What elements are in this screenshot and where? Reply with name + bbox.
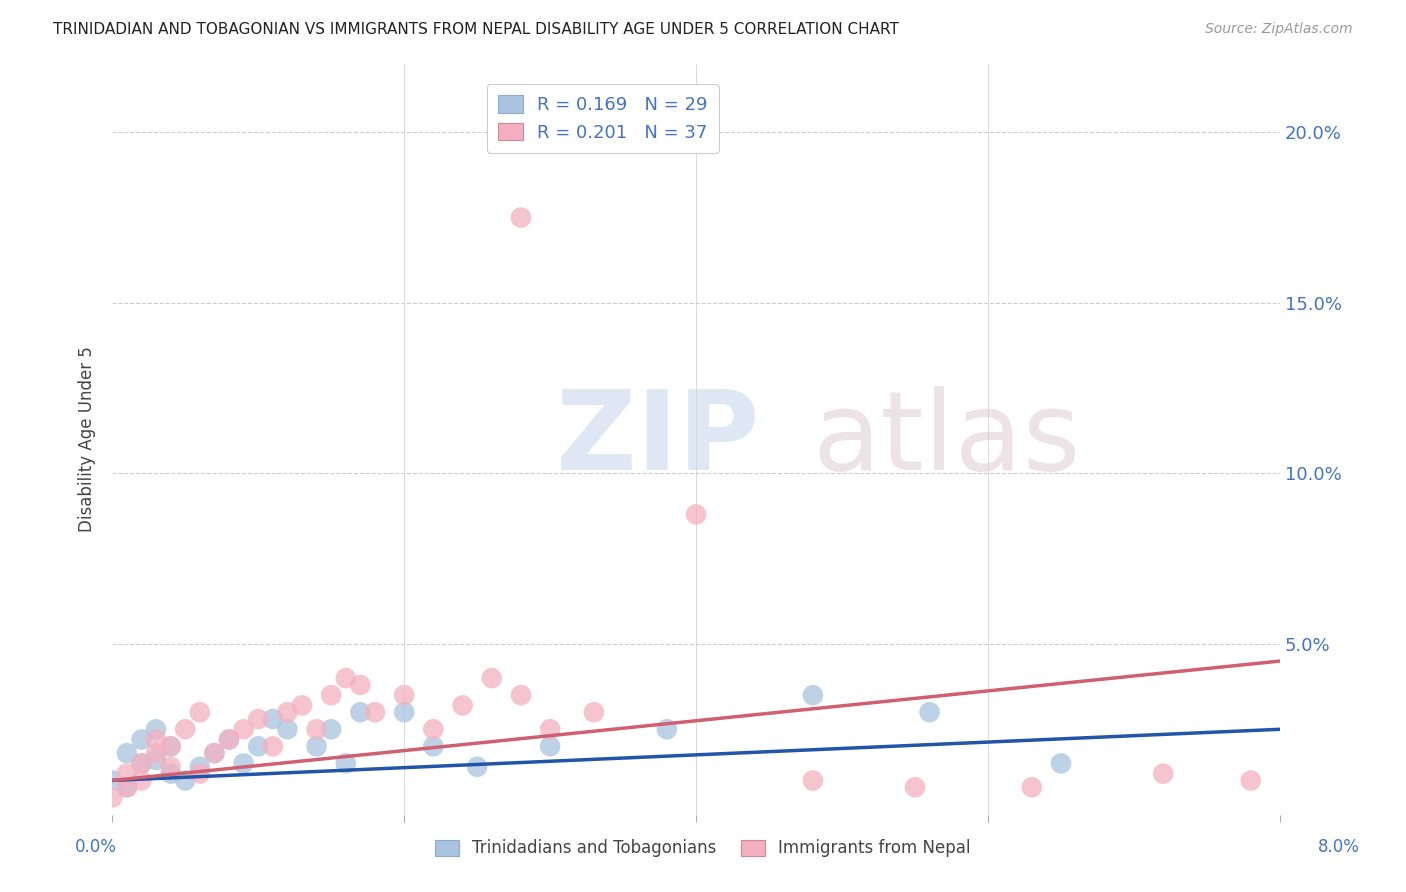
Point	[364, 705, 387, 719]
Point	[262, 739, 284, 754]
Point	[145, 732, 167, 747]
Point	[465, 760, 488, 774]
Point	[655, 723, 678, 737]
Point	[101, 773, 124, 788]
Point	[115, 766, 138, 780]
Point	[218, 732, 240, 747]
Point	[422, 723, 444, 737]
Point	[321, 723, 343, 737]
Point	[232, 756, 254, 771]
Text: atlas: atlas	[813, 386, 1081, 492]
Text: 0.0%: 0.0%	[75, 838, 117, 855]
Text: TRINIDADIAN AND TOBAGONIAN VS IMMIGRANTS FROM NEPAL DISABILITY AGE UNDER 5 CORRE: TRINIDADIAN AND TOBAGONIAN VS IMMIGRANTS…	[53, 22, 900, 37]
Point	[1021, 780, 1043, 795]
Point	[305, 739, 328, 754]
Point	[159, 739, 181, 754]
Point	[392, 688, 415, 702]
Point	[262, 712, 284, 726]
Point	[218, 732, 240, 747]
Text: Source: ZipAtlas.com: Source: ZipAtlas.com	[1205, 22, 1353, 37]
Point	[131, 756, 153, 771]
Point	[291, 698, 314, 713]
Point	[685, 508, 707, 522]
Point	[159, 739, 181, 754]
Legend: Trinidadians and Tobagonians, Immigrants from Nepal: Trinidadians and Tobagonians, Immigrants…	[429, 833, 977, 864]
Point	[276, 705, 298, 719]
Point	[422, 739, 444, 754]
Point	[335, 756, 357, 771]
Point	[335, 671, 357, 685]
Point	[510, 211, 533, 225]
Point	[115, 746, 138, 760]
Point	[188, 705, 211, 719]
Point	[538, 739, 561, 754]
Point	[582, 705, 605, 719]
Point	[1050, 756, 1073, 771]
Point	[232, 723, 254, 737]
Point	[247, 712, 270, 726]
Point	[349, 678, 371, 692]
Point	[202, 746, 225, 760]
Point	[801, 688, 824, 702]
Point	[392, 705, 415, 719]
Point	[188, 766, 211, 780]
Point	[904, 780, 927, 795]
Point	[510, 688, 533, 702]
Point	[115, 780, 138, 795]
Point	[321, 688, 343, 702]
Point	[918, 705, 941, 719]
Point	[131, 756, 153, 771]
Point	[202, 746, 225, 760]
Point	[451, 698, 474, 713]
Point	[481, 671, 503, 685]
Point	[145, 723, 167, 737]
Point	[145, 753, 167, 767]
Y-axis label: Disability Age Under 5: Disability Age Under 5	[79, 346, 96, 533]
Point	[1152, 766, 1174, 780]
Point	[247, 739, 270, 754]
Point	[145, 746, 167, 760]
Point	[174, 723, 197, 737]
Point	[349, 705, 371, 719]
Point	[101, 790, 124, 805]
Point	[1240, 773, 1263, 788]
Point	[159, 760, 181, 774]
Point	[188, 760, 211, 774]
Point	[276, 723, 298, 737]
Text: ZIP: ZIP	[555, 386, 759, 492]
Point	[159, 766, 181, 780]
Point	[538, 723, 561, 737]
Text: 8.0%: 8.0%	[1317, 838, 1360, 855]
Legend: R = 0.169   N = 29, R = 0.201   N = 37: R = 0.169 N = 29, R = 0.201 N = 37	[486, 85, 718, 153]
Point	[131, 773, 153, 788]
Point	[115, 780, 138, 795]
Point	[174, 773, 197, 788]
Point	[131, 732, 153, 747]
Point	[305, 723, 328, 737]
Point	[801, 773, 824, 788]
